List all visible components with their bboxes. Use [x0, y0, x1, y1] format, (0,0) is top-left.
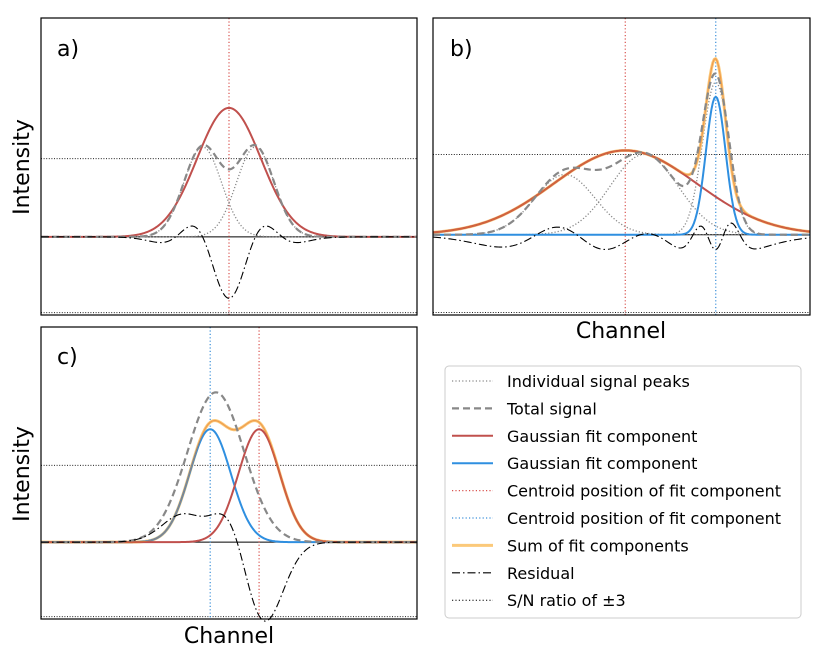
legend-item: Centroid position of fit component — [452, 482, 781, 501]
panel-b: b) — [432, 17, 811, 316]
panel-b-label: b) — [450, 37, 473, 62]
panel-b-xlabel: Channel — [576, 319, 666, 344]
panel-c-fit-sum — [40, 419, 418, 544]
legend-item: Total signal — [452, 399, 597, 418]
legend-label: S/N ratio of ±3 — [507, 591, 626, 610]
panel-b-signal-peak-0 — [432, 173, 810, 236]
panel-c-fit-sum-edge — [41, 419, 417, 543]
panel-a-label: a) — [57, 37, 79, 62]
panel-a-ylabel: Intensity — [10, 119, 35, 215]
panel-c-residual — [41, 513, 417, 622]
panel-a-total-signal — [41, 143, 417, 238]
panel-b-plot-area — [432, 18, 811, 315]
panel-c-ylabel: Intensity — [10, 426, 35, 522]
panel-a-plot-area — [41, 18, 417, 315]
legend-label: Individual signal peaks — [507, 372, 690, 391]
legend: Individual signal peaks Total signal Gauss… — [444, 365, 802, 619]
legend-label: Gaussian fit component — [507, 427, 697, 446]
panel-a-frame — [40, 17, 418, 316]
legend-items: Individual signal peaks Total signal Gauss… — [452, 372, 781, 610]
panel-c-plot-area — [40, 327, 418, 622]
legend-item: Gaussian fit component — [452, 427, 697, 446]
panel-a-signal-peak-1 — [41, 146, 417, 238]
panel-c-fit-component-1 — [41, 428, 417, 544]
legend-label: Centroid position of fit component — [507, 482, 781, 501]
panel-c-frame — [40, 326, 418, 620]
legend-item: Gaussian fit component — [452, 454, 697, 473]
panel-a: a) — [40, 17, 418, 316]
legend-item: Centroid position of fit component — [452, 509, 781, 528]
panel-b-fit-sum — [432, 57, 811, 234]
legend-item: Sum of fit components — [452, 536, 689, 555]
legend-box — [444, 365, 802, 619]
legend-item: S/N ratio of ±3 — [452, 591, 626, 610]
panel-a-residual — [41, 225, 417, 299]
panel-b-residual — [432, 222, 811, 251]
legend-label: Residual — [507, 564, 575, 583]
panel-b-signal-peak-1 — [433, 153, 810, 236]
legend-item: Residual — [452, 564, 575, 583]
legend-item: Individual signal peaks — [452, 372, 690, 391]
panel-b-total-signal — [432, 72, 810, 236]
panel-b-fit-component-1 — [433, 95, 810, 236]
legend-label: Sum of fit components — [507, 536, 689, 555]
legend-label: Total signal — [506, 399, 597, 418]
legend-label: Centroid position of fit component — [507, 509, 781, 528]
panel-c: c) — [40, 326, 418, 622]
panel-c-label: c) — [57, 345, 78, 370]
panel-b-fit-sum-edge — [432, 58, 811, 234]
panel-b-frame — [432, 17, 811, 316]
panel-c-xlabel: Channel — [184, 624, 274, 649]
panel-c-fit-component-0 — [41, 428, 417, 544]
legend-label: Gaussian fit component — [507, 454, 697, 473]
panel-b-signal-peak-2 — [433, 81, 810, 236]
